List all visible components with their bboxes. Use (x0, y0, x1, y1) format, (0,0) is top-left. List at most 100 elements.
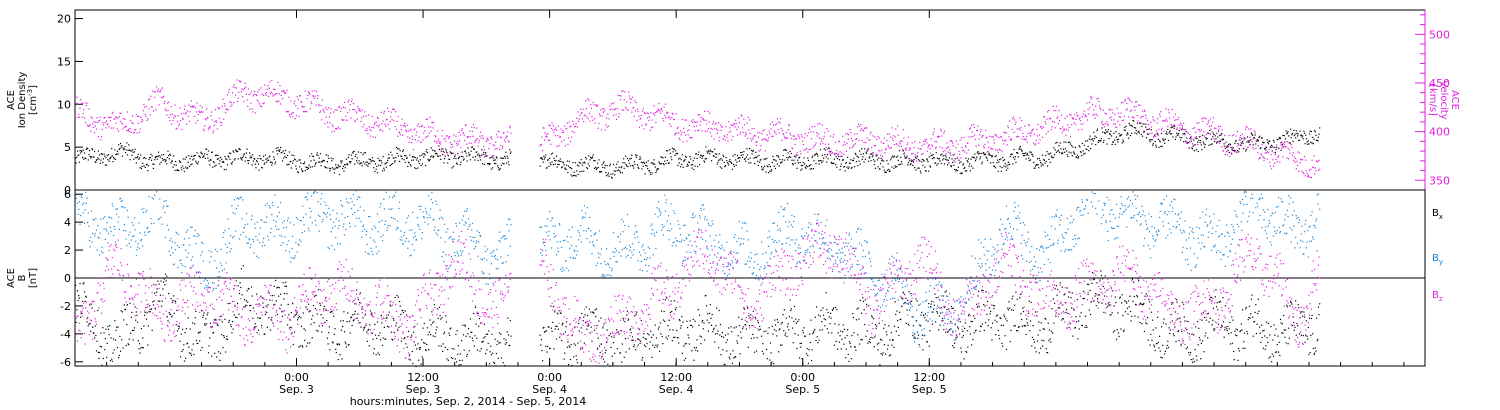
data-point (258, 89, 260, 91)
data-point (430, 126, 432, 128)
data-point (373, 347, 375, 350)
data-point (301, 345, 303, 347)
data-point (247, 105, 249, 108)
data-point (741, 115, 743, 117)
data-point (931, 154, 933, 157)
data-point (1056, 141, 1058, 143)
data-point (578, 165, 580, 167)
data-point (764, 165, 766, 167)
data-point (374, 170, 376, 173)
data-point (426, 148, 428, 151)
data-point (447, 155, 449, 157)
data-point (285, 92, 287, 94)
data-point (1151, 132, 1153, 134)
data-point (338, 166, 340, 168)
data-point (670, 125, 672, 127)
data-point (585, 108, 587, 110)
data-point (128, 144, 130, 146)
data-point (1245, 128, 1247, 130)
data-point (396, 294, 398, 297)
data-point (112, 338, 115, 340)
data-point (132, 339, 134, 341)
data-point (678, 342, 680, 344)
data-point (859, 129, 861, 132)
data-point (657, 328, 660, 330)
data-point (1143, 130, 1146, 133)
data-point (588, 99, 590, 101)
right-y-tick-label: 500 (1429, 28, 1450, 41)
data-point (731, 331, 733, 333)
data-point (507, 131, 509, 133)
data-point (1025, 158, 1027, 160)
data-point (576, 126, 579, 128)
data-point (113, 349, 115, 351)
y-tick-label: 6 (64, 188, 71, 201)
data-point (1103, 126, 1106, 128)
data-point (133, 151, 136, 153)
data-point (236, 151, 238, 153)
data-point (1005, 166, 1007, 168)
data-point (781, 139, 783, 141)
data-point (300, 317, 302, 319)
data-point (266, 326, 268, 328)
data-point (202, 316, 204, 318)
data-point (214, 154, 217, 157)
data-point (964, 166, 966, 169)
data-point (296, 96, 298, 98)
data-point (657, 344, 659, 346)
data-point (490, 345, 492, 347)
data-point (993, 139, 995, 141)
data-point (269, 81, 271, 83)
data-point (411, 334, 413, 336)
data-point (542, 359, 544, 362)
data-point (305, 166, 307, 168)
data-point (545, 134, 548, 136)
data-point (1072, 151, 1075, 153)
data-point (668, 162, 670, 164)
data-point (1048, 153, 1051, 155)
data-point (77, 154, 79, 157)
data-point (1276, 146, 1278, 148)
data-point (252, 111, 254, 113)
data-point (421, 154, 423, 156)
data-point (1091, 96, 1093, 99)
data-point (776, 155, 778, 157)
data-point (176, 330, 179, 332)
data-point (147, 99, 149, 101)
data-point (962, 149, 965, 151)
data-point (841, 155, 843, 157)
data-point (457, 345, 460, 347)
data-point (1279, 137, 1282, 140)
data-point (613, 170, 615, 172)
data-point (684, 119, 686, 121)
data-point (574, 162, 577, 164)
data-point (952, 161, 954, 164)
data-point (202, 111, 204, 113)
data-point (1213, 134, 1215, 136)
data-point (1047, 165, 1049, 167)
data-point (187, 110, 189, 112)
data-point (299, 159, 301, 161)
y-tick-label: 10 (57, 98, 71, 111)
data-point (1071, 155, 1073, 157)
data-point (586, 116, 588, 118)
data-point (193, 155, 196, 157)
data-point (887, 144, 889, 147)
data-point (870, 160, 872, 162)
data-point (392, 162, 394, 165)
data-point (178, 170, 180, 172)
data-point (1253, 137, 1256, 139)
data-point (671, 310, 673, 313)
data-point (1238, 148, 1240, 150)
data-point (789, 132, 791, 134)
data-point (809, 148, 811, 150)
data-point (598, 113, 601, 115)
data-point (268, 95, 270, 97)
data-point (567, 341, 569, 343)
data-point (185, 156, 187, 158)
data-point (1277, 139, 1279, 141)
data-point (834, 152, 836, 155)
data-point (1246, 136, 1249, 138)
data-point (118, 357, 120, 359)
data-point (366, 127, 368, 129)
